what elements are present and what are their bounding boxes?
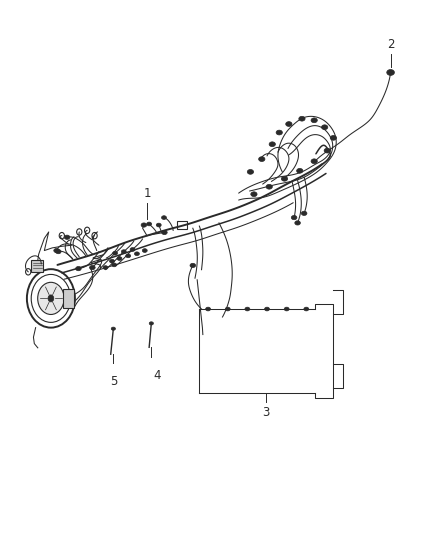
Ellipse shape [225,307,230,311]
Text: 4: 4 [153,368,161,382]
Text: 2: 2 [387,38,394,51]
Ellipse shape [276,130,283,135]
Circle shape [77,229,82,235]
Ellipse shape [324,148,330,153]
Ellipse shape [103,266,108,269]
Circle shape [38,282,64,314]
Ellipse shape [121,250,126,254]
Ellipse shape [265,307,269,311]
Text: 3: 3 [262,406,270,419]
Ellipse shape [117,257,122,261]
Ellipse shape [284,307,289,311]
FancyBboxPatch shape [63,289,74,308]
Ellipse shape [54,248,60,253]
Ellipse shape [269,142,276,147]
Ellipse shape [311,118,317,123]
Ellipse shape [147,222,152,226]
Ellipse shape [156,223,161,227]
Ellipse shape [64,235,70,239]
Circle shape [59,232,64,239]
Bar [177,221,187,229]
Ellipse shape [134,252,139,256]
Ellipse shape [387,69,395,75]
Ellipse shape [251,192,257,197]
Ellipse shape [205,307,211,311]
Text: 1: 1 [143,187,151,200]
Ellipse shape [162,230,167,235]
Ellipse shape [259,157,265,161]
Ellipse shape [162,216,166,220]
Ellipse shape [245,307,250,311]
Circle shape [48,295,54,302]
Ellipse shape [113,252,117,255]
FancyBboxPatch shape [31,260,43,272]
Ellipse shape [266,184,272,189]
Ellipse shape [110,260,114,263]
Circle shape [31,274,71,322]
Circle shape [27,269,75,328]
Ellipse shape [297,168,303,173]
Ellipse shape [295,221,300,225]
Ellipse shape [321,125,328,130]
Ellipse shape [149,322,153,325]
Circle shape [85,227,90,233]
Ellipse shape [142,249,147,253]
Circle shape [25,269,31,275]
Ellipse shape [304,307,309,311]
Ellipse shape [247,169,254,174]
Ellipse shape [311,159,317,164]
Ellipse shape [286,122,292,126]
Ellipse shape [130,248,135,252]
Ellipse shape [281,176,288,181]
Ellipse shape [141,223,147,227]
Ellipse shape [126,254,131,258]
Ellipse shape [190,263,196,268]
Ellipse shape [112,263,117,266]
Ellipse shape [90,265,95,270]
Ellipse shape [299,116,305,121]
Circle shape [92,232,97,239]
Ellipse shape [330,135,336,140]
Ellipse shape [301,211,307,215]
Text: 5: 5 [110,375,117,389]
Ellipse shape [111,327,116,330]
Ellipse shape [291,215,297,220]
Ellipse shape [56,249,61,254]
Ellipse shape [76,266,81,271]
